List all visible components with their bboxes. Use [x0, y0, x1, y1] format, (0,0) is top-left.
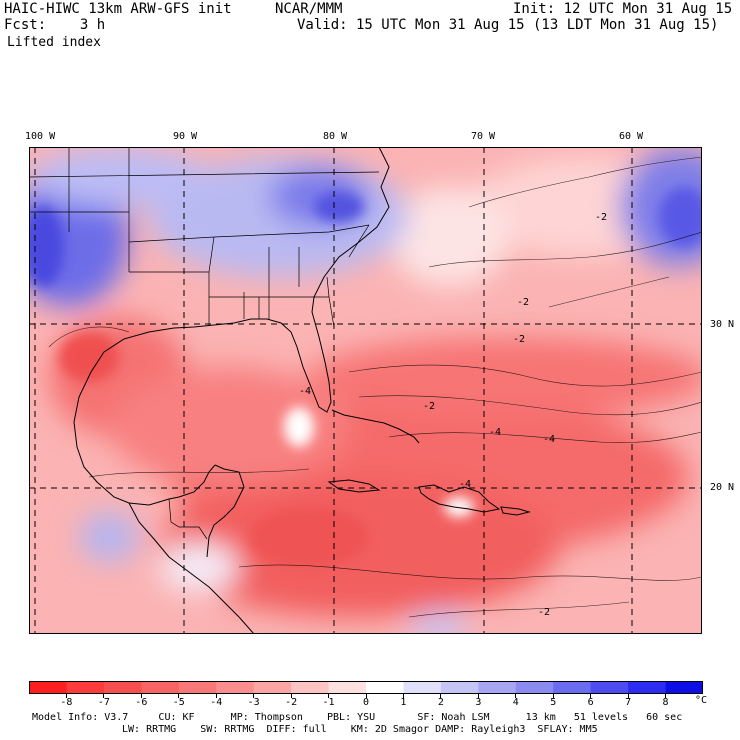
colorbar-tick: [627, 693, 629, 698]
colorbar-tick: [65, 693, 67, 698]
field-detail: [29, 187, 702, 567]
colorbar-tick: [515, 693, 517, 698]
lat-label-20n: 20 N: [710, 482, 735, 493]
lon-label-80w: 80 W: [323, 131, 348, 142]
valid-time: Valid: 15 UTC Mon 31 Aug 15 (13 LDT Mon …: [297, 17, 719, 33]
colorbar-tick: [215, 693, 217, 698]
colorbar-swatch: [328, 681, 367, 694]
colorbar-tick: [103, 693, 105, 698]
colorbar-label: -4: [210, 697, 223, 708]
colorbar-swatch: [253, 681, 292, 694]
colorbar-tick: [365, 693, 367, 698]
colorbar: [29, 681, 703, 694]
colorbar-tick: [440, 693, 442, 698]
colorbar-tick: [178, 693, 180, 698]
contour-label: -4: [459, 479, 471, 490]
contour-label: -2: [423, 401, 435, 412]
contour-label: -2: [513, 334, 525, 345]
contour-label: -4: [299, 386, 311, 397]
colorbar-swatch: [216, 681, 255, 694]
contour-label: -2: [538, 607, 550, 618]
lon-label-100w: 100 W: [25, 131, 56, 142]
colorbar-swatch: [66, 681, 105, 694]
contour-label: -4: [489, 427, 501, 438]
colorbar-swatch: [29, 681, 67, 694]
colorbar-label: 4: [512, 697, 519, 708]
colorbar-swatch: [141, 681, 180, 694]
graticule: [29, 147, 702, 634]
init-time: Init: 12 UTC Mon 31 Aug 15: [513, 1, 733, 17]
colorbar-label: -2: [285, 697, 298, 708]
colorbar-tick: [328, 693, 330, 698]
colorbar-tick: [402, 693, 404, 698]
colorbar-swatch: [515, 681, 554, 694]
model-title: HAIC-HIWC 13km ARW-GFS init: [4, 1, 232, 17]
colorbar-swatch: [403, 681, 442, 694]
colorbar-tick: [253, 693, 255, 698]
forecast-hour: Fcst: 3 h: [4, 17, 106, 33]
field-name: Lifted index: [7, 35, 101, 50]
colorbar-label: 8: [662, 697, 669, 708]
lifted-index-map: -2 -2 -2 -2 -4 -4 -4 -4 -2: [29, 147, 702, 634]
colorbar-label: 7: [625, 697, 632, 708]
organization: NCAR/MMM: [275, 1, 343, 17]
colorbar-label: -3: [247, 697, 260, 708]
colorbar-swatch: [478, 681, 517, 694]
colorbar-label: -7: [97, 697, 110, 708]
contours: [48, 156, 702, 618]
colorbar-label: -5: [172, 697, 185, 708]
colorbar-label: -1: [322, 697, 335, 708]
colorbar-tick: [140, 693, 142, 698]
colorbar-tick: [590, 693, 592, 698]
lon-label-60w: 60 W: [619, 131, 644, 142]
contour-label: -2: [595, 212, 607, 223]
colorbar-swatch: [628, 681, 667, 694]
colorbar-label: 6: [587, 697, 594, 708]
colorbar-label: 3: [475, 697, 482, 708]
colorbar-tick: [552, 693, 554, 698]
contour-label: -4: [543, 434, 555, 445]
state-borders: [29, 147, 380, 540]
colorbar-tick: [290, 693, 292, 698]
colorbar-label: -8: [60, 697, 73, 708]
colorbar-label: 2: [437, 697, 444, 708]
colorbar-label: -6: [135, 697, 148, 708]
lon-label-70w: 70 W: [471, 131, 496, 142]
colorbar-swatch: [665, 681, 703, 694]
contour-label: -2: [517, 297, 529, 308]
coastlines: [73, 147, 531, 634]
colorbar-swatch: [178, 681, 217, 694]
colorbar-label: 1: [400, 697, 407, 708]
colorbar-swatch: [440, 681, 479, 694]
lon-label-90w: 90 W: [173, 131, 198, 142]
colorbar-label: 5: [550, 697, 557, 708]
map-frame: [29, 147, 702, 634]
model-info-line2: LW: RRTMG SW: RRTMG DIFF: full KM: 2D Sm…: [122, 724, 598, 735]
colorbar-unit: °C: [695, 695, 708, 706]
colorbar-label: 0: [362, 697, 370, 708]
lat-label-30n: 30 N: [710, 319, 735, 330]
colorbar-swatch: [553, 681, 592, 694]
colorbar-swatch: [291, 681, 330, 694]
model-info-line1: Model Info: V3.7 CU: KF MP: Thompson PBL…: [32, 712, 683, 723]
colorbar-tick: [477, 693, 479, 698]
colorbar-swatch: [590, 681, 629, 694]
colorbar-tick: [665, 693, 667, 698]
colorbar-swatch: [366, 681, 404, 694]
colorbar-swatch: [103, 681, 142, 694]
